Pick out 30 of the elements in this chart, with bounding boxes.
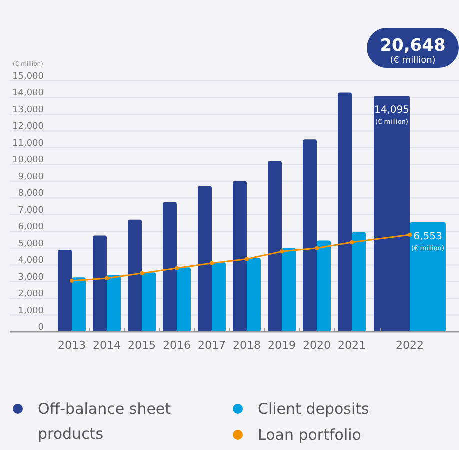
x-tick-label: 2013 [58, 339, 86, 352]
y-tick-label: 12,000 [12, 122, 44, 132]
y-tick-label: 10,000 [12, 156, 44, 166]
y-tick-label: 8,000 [18, 189, 44, 200]
x-tick-label: 2019 [268, 339, 296, 352]
y-tick-label: 5,000 [18, 239, 44, 250]
y-tick-label: 2,000 [18, 290, 44, 300]
x-tick-label: 2016 [163, 339, 191, 352]
legend-label: Off-balance sheet products [38, 400, 172, 443]
y-tick-label: 0 [38, 323, 44, 333]
y-tick-label: 11,000 [12, 138, 44, 149]
y-tick-label: 7,000 [18, 206, 44, 216]
y-tick-label: 4,000 [18, 256, 44, 266]
y-tick-label: 6,000 [18, 222, 44, 233]
y-tick-label: 1,000 [18, 306, 44, 316]
y-tick-label: 3,000 [18, 272, 44, 283]
x-tick-label: 2020 [303, 339, 331, 352]
x-tick-label: 2018 [233, 339, 261, 352]
x-tick-label: 2021 [338, 339, 366, 352]
legend-label: Client deposits [258, 400, 370, 418]
y-tick-label: 9,000 [18, 172, 44, 182]
text: 20,648 (€ million) [380, 36, 446, 66]
legend-label: Loan portfolio [258, 426, 362, 444]
y-tick-label: 13,000 [12, 105, 44, 116]
y-tick-label: 14,000 [12, 88, 44, 99]
y-tick-label: 15,000 [12, 72, 44, 82]
x-tick-label: 2015 [128, 339, 156, 352]
x-tick-label: 2022 [396, 339, 424, 352]
x-tick-label: 2017 [198, 339, 226, 352]
x-tick-label: 2014 [93, 339, 121, 352]
